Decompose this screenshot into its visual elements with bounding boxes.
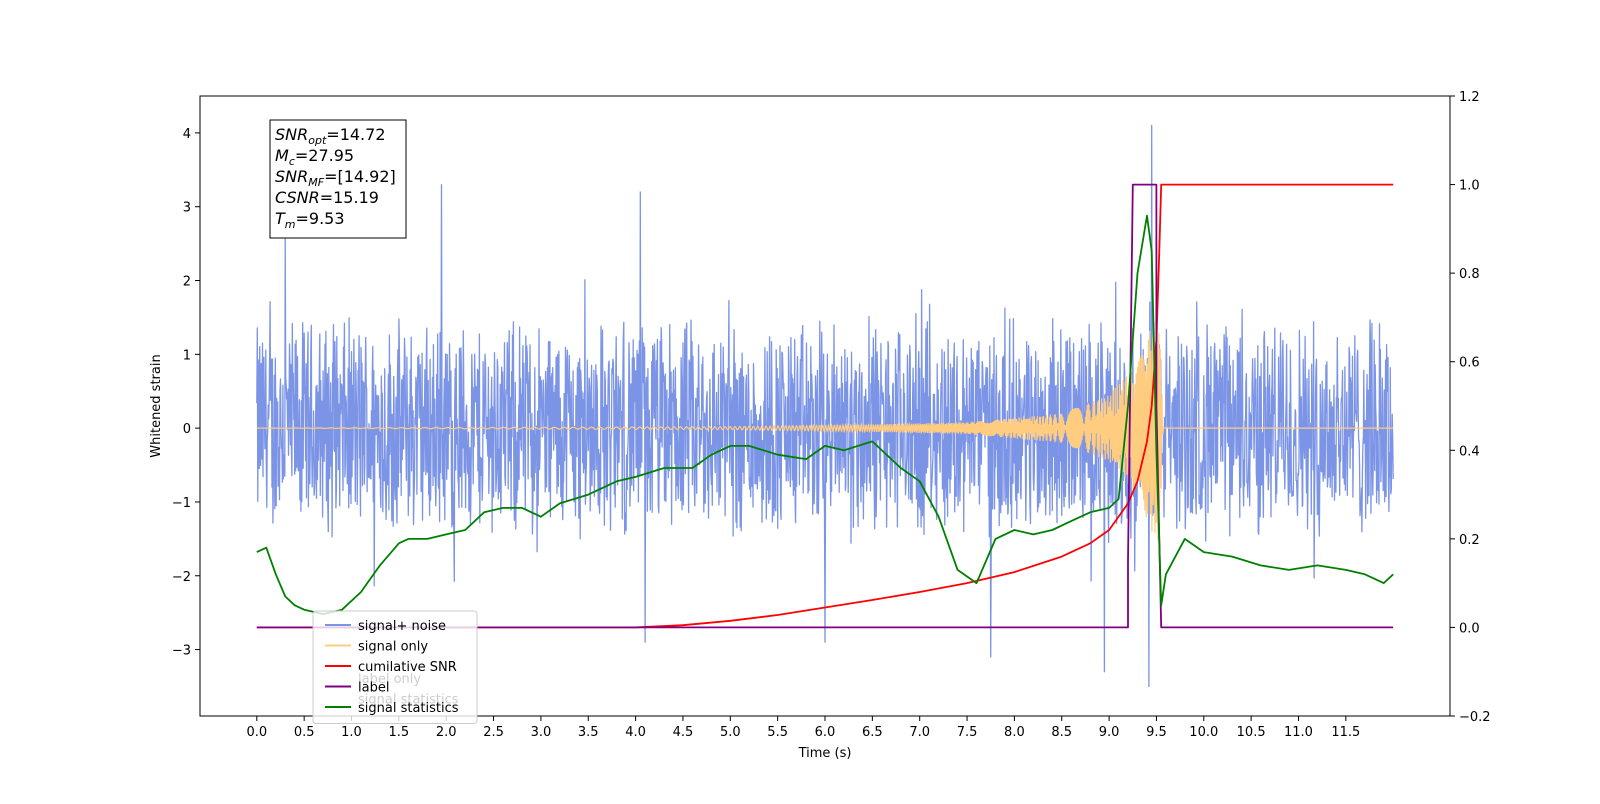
x-tick-label: 3.0: [531, 725, 552, 740]
y-right-tick-label: 0.0: [1459, 621, 1480, 636]
y-right-tick-label: 0.2: [1459, 533, 1480, 548]
y-left-tick-label: 1: [183, 348, 191, 363]
x-tick-label: 6.0: [815, 725, 836, 740]
info-box: SNRopt=14.72Mc=27.95SNRMF=[14.92]CSNR=15…: [269, 119, 407, 239]
info-symbol: T: [275, 209, 286, 228]
y-right-tick-label: −0.2: [1459, 710, 1491, 725]
legend-label: label: [358, 681, 389, 696]
x-tick-label: 5.0: [720, 725, 741, 740]
series-signal-noise-line: [256, 124, 1394, 688]
y-left-tick-label: −1: [172, 496, 191, 511]
y-left-tick-label: 2: [183, 275, 191, 290]
y-axis-left-ticks: 4 3 2 1 0 −1 −2 −3: [172, 127, 200, 659]
info-box-line: Tm=9.53: [275, 209, 345, 231]
info-box-line: SNRMF=[14.92]: [275, 167, 396, 189]
series-layer: [256, 124, 1394, 688]
info-symbol: SNR: [275, 125, 308, 144]
info-subscript: opt: [308, 134, 327, 147]
x-tick-label: 6.5: [862, 725, 883, 740]
x-axis-ticks: 0.0 0.5 1.0 1.5 2.0 2.5 3.0 3.5 4.0 4.5 5.0 5.5 6.0 6…: [246, 716, 1360, 740]
info-box-line: CSNR=15.19: [275, 188, 379, 207]
x-tick-label: 9.0: [1099, 725, 1120, 740]
info-value: =27.95: [295, 146, 354, 165]
info-symbol: SNR: [275, 167, 308, 186]
info-symbol: M: [275, 146, 289, 165]
x-tick-label: 10.5: [1237, 725, 1266, 740]
x-tick-label: 10.0: [1189, 725, 1218, 740]
x-tick-label: 7.0: [909, 725, 930, 740]
x-tick-label: 1.5: [389, 725, 410, 740]
legend: label onlysignal statisticssignal+ noise…: [312, 610, 478, 724]
x-tick-label: 9.5: [1146, 725, 1167, 740]
x-tick-label: 8.0: [1004, 725, 1025, 740]
series-signal-statistics-line: [256, 214, 1394, 615]
legend-label: signal+ noise: [358, 619, 446, 634]
info-box-frame: [269, 119, 407, 239]
x-tick-label: 7.5: [957, 725, 978, 740]
y-left-tick-label: 0: [183, 422, 191, 437]
info-value: =9.53: [296, 209, 345, 228]
x-tick-label: 3.5: [578, 725, 599, 740]
x-tick-label: 8.5: [1051, 725, 1072, 740]
y-right-tick-label: 0.8: [1459, 267, 1480, 282]
legend-label: signal statistics: [358, 701, 459, 716]
x-tick-label: 4.0: [625, 725, 646, 740]
y-left-tick-label: 4: [183, 127, 191, 142]
y-right-tick-label: 1.2: [1459, 90, 1480, 105]
info-symbol: CSNR: [275, 188, 320, 207]
y-right-tick-label: 0.4: [1459, 444, 1480, 459]
x-tick-label: 2.0: [436, 725, 457, 740]
x-tick-label: 5.5: [767, 725, 788, 740]
y-left-tick-label: −2: [172, 570, 191, 585]
legend-label: signal only: [358, 640, 428, 655]
x-axis-label: Time (s): [798, 746, 852, 761]
series-signal-only-line: [256, 315, 1394, 540]
x-tick-label: 11.5: [1331, 725, 1360, 740]
y-right-tick-label: 1.0: [1459, 179, 1480, 194]
legend-frame: [312, 610, 478, 724]
info-value: =15.19: [320, 188, 379, 207]
x-tick-label: 0.5: [294, 725, 315, 740]
y-left-tick-label: 3: [183, 201, 191, 216]
y-left-tick-label: −3: [172, 644, 191, 659]
x-tick-label: 1.0: [341, 725, 362, 740]
y-right-tick-label: 0.6: [1459, 356, 1480, 371]
x-tick-label: 2.5: [483, 725, 504, 740]
info-value: =14.72: [326, 125, 385, 144]
info-value: =[14.92]: [324, 167, 396, 186]
legend-label: cumilative SNR: [358, 660, 457, 675]
info-subscript: MF: [308, 176, 324, 189]
info-subscript: m: [285, 218, 296, 231]
info-box-line: SNRopt=14.72: [275, 125, 386, 147]
info-subscript: c: [289, 155, 295, 168]
y-axis-label: Whitened strain: [149, 354, 164, 457]
x-tick-label: 0.0: [246, 725, 267, 740]
x-tick-label: 11.0: [1284, 725, 1313, 740]
info-box-line: Mc=27.95: [275, 146, 354, 168]
x-tick-label: 4.5: [673, 725, 694, 740]
y-axis-right-ticks: 1.2 1.0 0.8 0.6 0.4 0.2 0.0 −0.2: [1450, 90, 1491, 725]
